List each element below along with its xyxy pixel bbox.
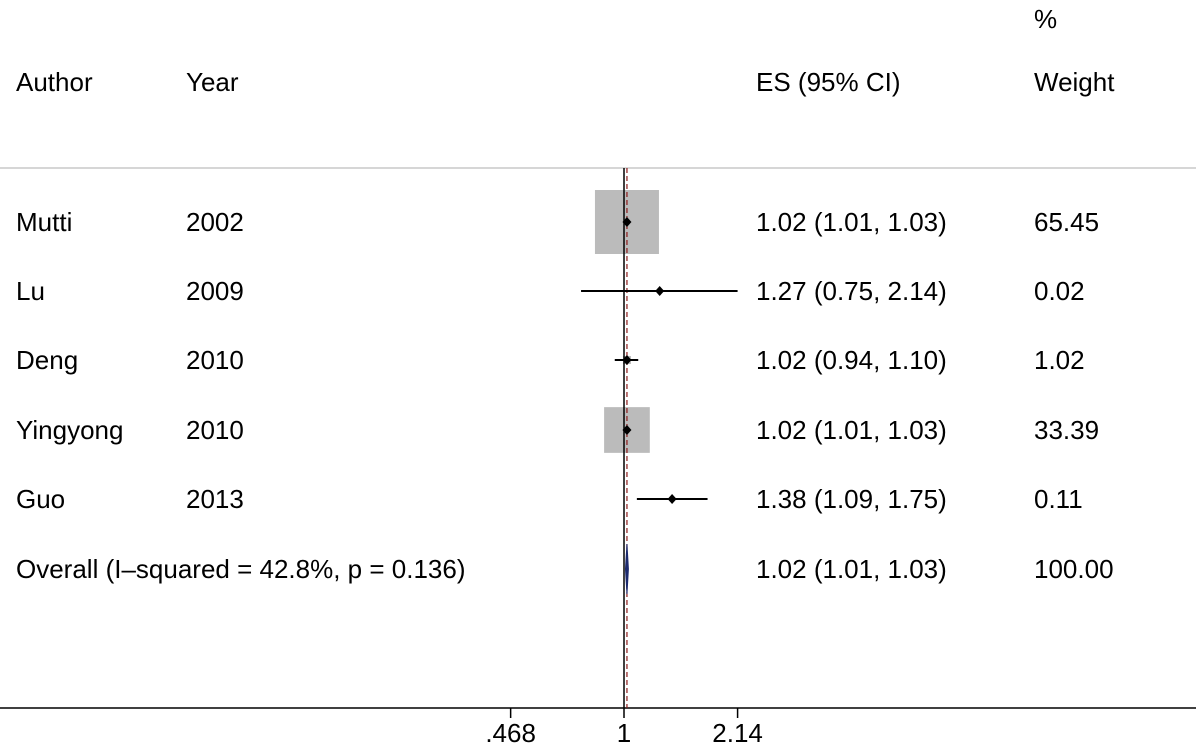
point-estimate-3 [622, 425, 632, 435]
study-es-ci: 1.38 (1.09, 1.75) [756, 484, 947, 514]
study-year: 2010 [186, 415, 244, 445]
study-weight: 1.02 [1034, 345, 1085, 375]
study-author: Mutti [16, 207, 73, 237]
header-author: Author [16, 67, 93, 97]
study-weight: 33.39 [1034, 415, 1100, 445]
study-author: Yingyong [16, 415, 124, 445]
study-es-ci: 1.27 (0.75, 2.14) [756, 276, 947, 306]
study-year: 2002 [186, 207, 244, 237]
header-es-ci: ES (95% CI) [756, 67, 901, 97]
study-weight: 65.45 [1034, 207, 1100, 237]
point-estimate-2 [622, 355, 632, 365]
overall-weight: 100.00 [1034, 554, 1114, 584]
x-tick-label: .468 [485, 718, 536, 748]
study-year: 2009 [186, 276, 244, 306]
study-author: Guo [16, 484, 66, 514]
study-year: 2013 [186, 484, 244, 514]
study-weight: 0.11 [1034, 484, 1083, 514]
header-weight: Weight [1034, 67, 1115, 97]
study-es-ci: 1.02 (1.01, 1.03) [756, 207, 947, 237]
study-weight: 0.02 [1034, 276, 1085, 306]
study-author: Lu [16, 276, 45, 306]
header-year: Year [186, 67, 239, 97]
overall-label: Overall (I–squared = 42.8%, p = 0.136) [16, 554, 466, 584]
x-tick-label: 1 [616, 718, 632, 748]
point-estimate-4 [667, 494, 677, 504]
study-es-ci: 1.02 (1.01, 1.03) [756, 415, 947, 445]
study-author: Deng [16, 345, 79, 375]
study-es-ci: 1.02 (0.94, 1.10) [756, 345, 947, 375]
overall-es-ci: 1.02 (1.01, 1.03) [756, 554, 947, 584]
x-tick-label: 2.14 [712, 718, 763, 748]
point-estimate-0 [622, 217, 632, 227]
header-weight-percent: % [1034, 4, 1058, 34]
overall-diamond [624, 543, 629, 595]
study-year: 2010 [186, 345, 244, 375]
point-estimate-1 [655, 286, 665, 296]
